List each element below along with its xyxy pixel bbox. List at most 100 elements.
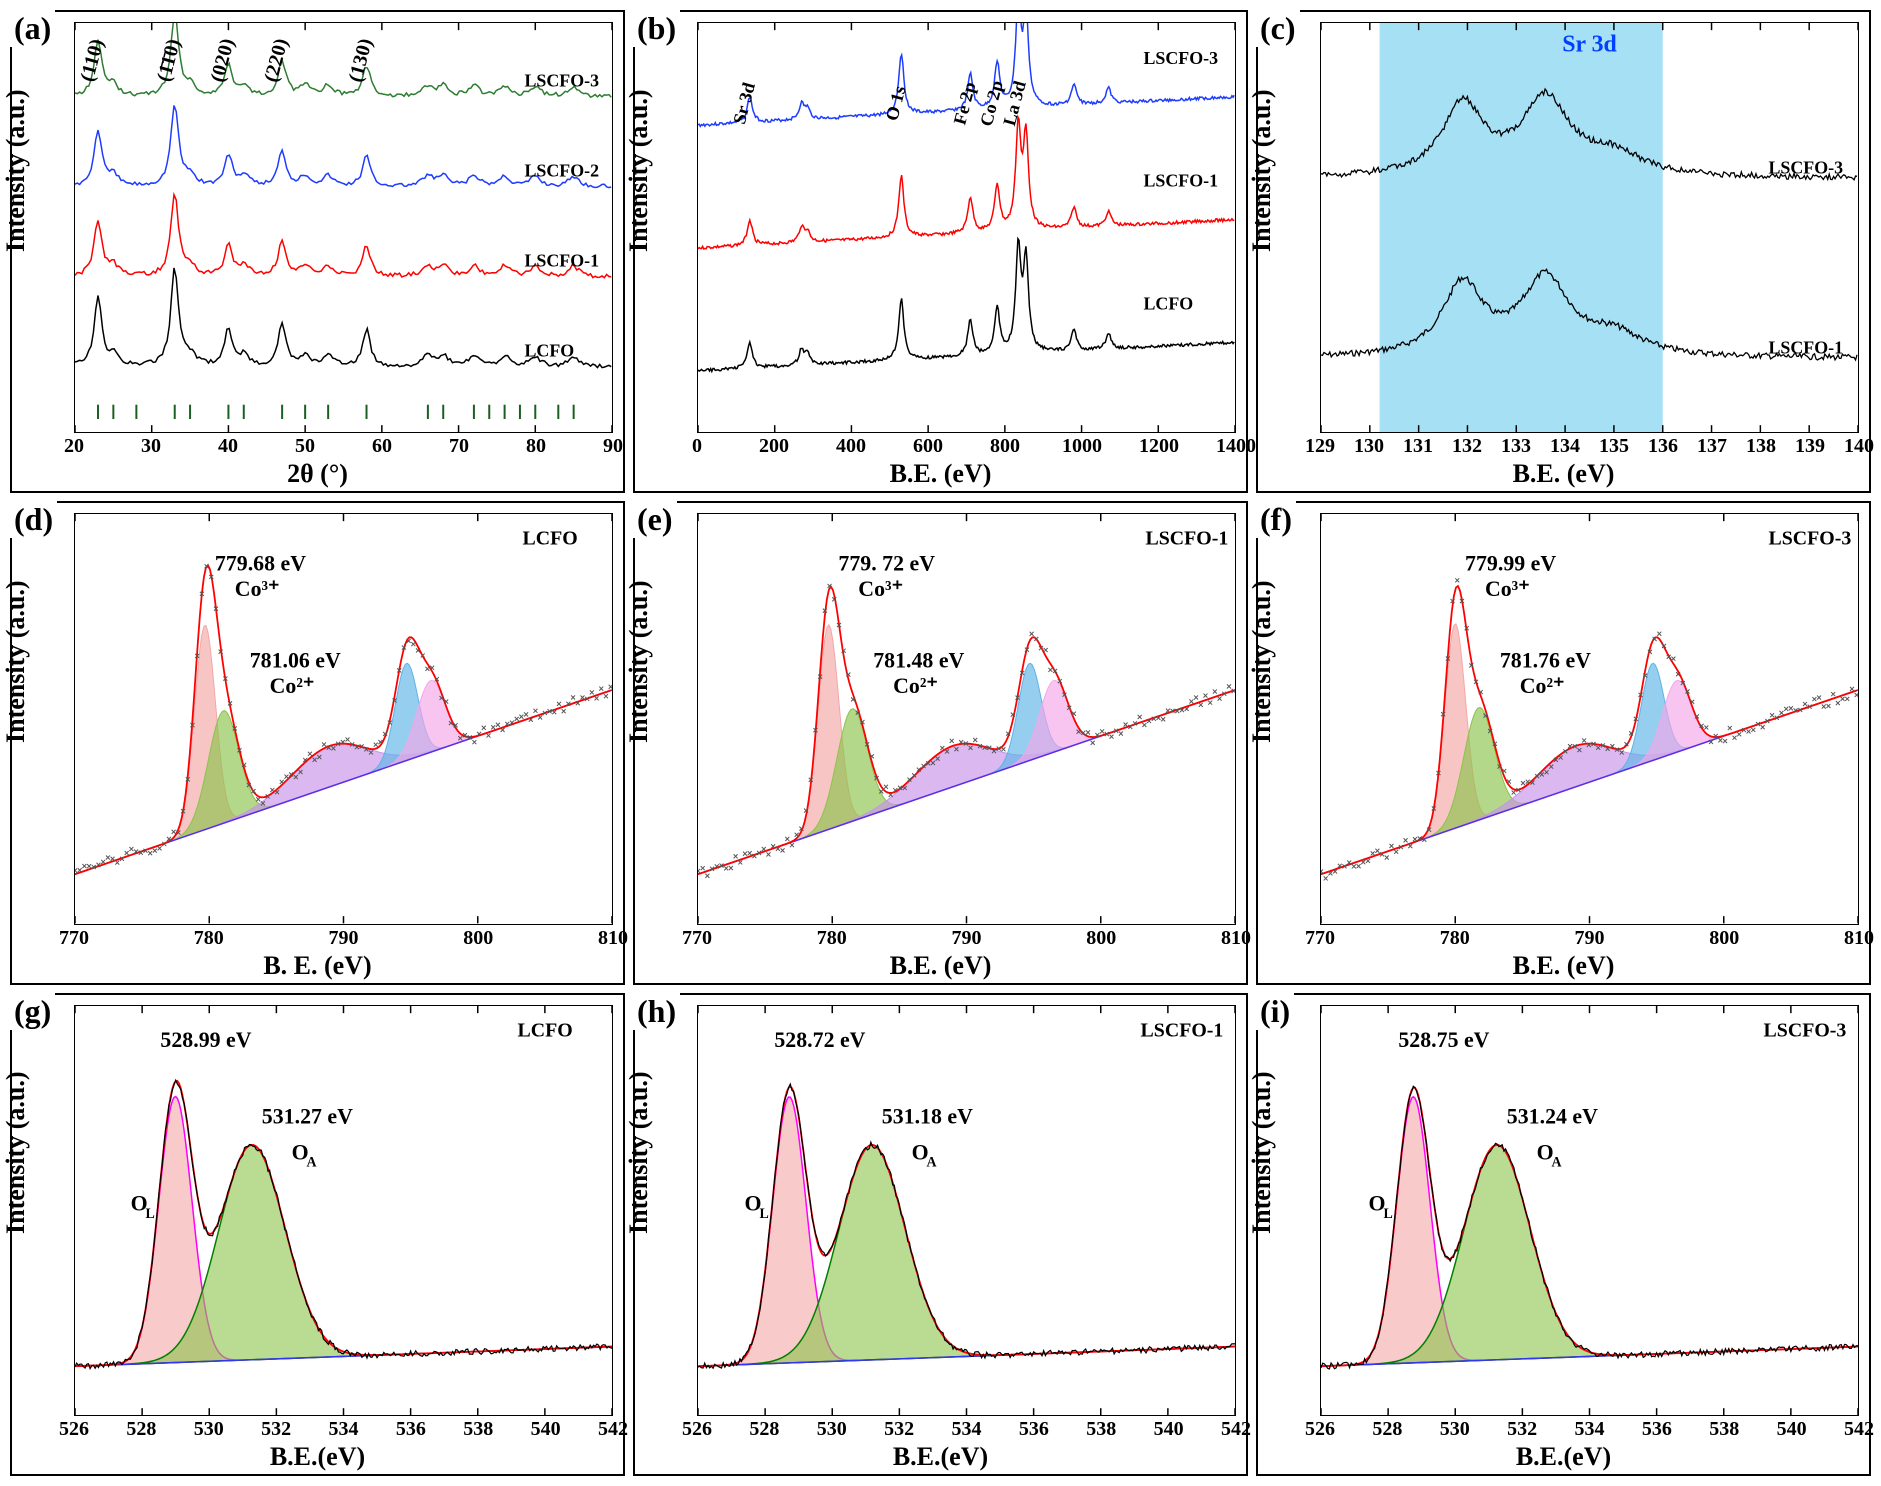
ylabel-h: Intensity (a.u.) (624, 1072, 654, 1235)
plot-d: 779.68 eVCo³⁺ 781.06 eVCo²⁺ LCFO (74, 513, 613, 924)
svg-text:LSCFO-3: LSCFO-3 (1144, 48, 1219, 68)
xticks-f: 770780790800810 (1320, 927, 1859, 949)
svg-text:A: A (307, 1154, 318, 1170)
xlabel-h: B.E.(eV) (893, 1442, 988, 1472)
svg-text:L: L (1383, 1205, 1392, 1221)
svg-text:LCFO: LCFO (523, 528, 578, 550)
svg-text:Co²⁺: Co²⁺ (270, 673, 315, 698)
xticks-h: 526528530532534536538540542 (697, 1418, 1236, 1440)
svg-text:LSCFO-3: LSCFO-3 (1769, 157, 1844, 177)
xticks-i: 526528530532534536538540542 (1320, 1418, 1859, 1440)
panel-a: (a) Intensity (a.u.) 2θ (°) LSCFO-3LSCFO… (10, 10, 625, 493)
svg-text:Co²⁺: Co²⁺ (893, 673, 938, 698)
plot-e: 779. 72 eVCo³⁺ 781.48 eVCo²⁺ LSCFO-1 (697, 513, 1236, 924)
panel-c: (c) Intensity (a.u.) B.E. (eV) Sr 3dLSCF… (1256, 10, 1871, 493)
panel-b: (b) Intensity (a.u.) B.E. (eV) LSCFO-3LS… (633, 10, 1248, 493)
plot-f: 779.99 eVCo³⁺781.76 eVCo²⁺LSCFO-3 (1320, 513, 1859, 924)
svg-text:LSCFO-3: LSCFO-3 (524, 70, 599, 90)
panel-g: (g) Intensity (a.u.) B.E.(eV) 528.99 eVO… (10, 993, 625, 1476)
xticks-b: 0200400600800100012001400 (697, 435, 1236, 457)
svg-text:LSCFO-1: LSCFO-1 (1146, 528, 1229, 550)
svg-text:Sr 3d: Sr 3d (1562, 30, 1617, 57)
svg-text:LCFO: LCFO (518, 1019, 573, 1041)
panel-letter-h: (h) (633, 993, 680, 1030)
xticks-a: 2030405060708090 (74, 435, 613, 457)
svg-text:528.99 eV: 528.99 eV (160, 1026, 251, 1051)
svg-text:LSCFO-2: LSCFO-2 (524, 160, 599, 180)
plot-h: 528.72 eVOL531.18 eVOALSCFO-1 (697, 1005, 1236, 1416)
svg-text:A: A (1552, 1154, 1563, 1170)
ylabel-c: Intensity (a.u.) (1247, 89, 1277, 252)
xlabel-b: B.E. (eV) (890, 459, 992, 489)
xticks-d: 770780790800810 (74, 927, 613, 949)
plot-b: LSCFO-3LSCFO-1LCFOSr 3dO 1sFe 2pCo 2pLa … (697, 22, 1236, 433)
panel-letter-g: (g) (10, 993, 55, 1030)
svg-text:531.18 eV: 531.18 eV (882, 1103, 973, 1128)
ylabel-a: Intensity (a.u.) (1, 89, 31, 252)
svg-text:LCFO: LCFO (524, 340, 574, 360)
svg-text:779.68 eV: 779.68 eV (215, 550, 306, 575)
panel-letter-c: (c) (1256, 10, 1300, 47)
svg-text:LSCFO-1: LSCFO-1 (1144, 171, 1219, 191)
svg-text:(110): (110) (76, 37, 108, 84)
panel-e: (e) Intensity (a.u.) B.E. (eV) 779. 72 e… (633, 501, 1248, 984)
xlabel-c: B.E. (eV) (1513, 459, 1615, 489)
panel-d: (d) Intensity (a.u.) B. E. (eV) 779.68 e… (10, 501, 625, 984)
svg-text:Co³⁺: Co³⁺ (235, 576, 280, 601)
panel-f: (f) Intensity (a.u.) B.E. (eV) 779.99 eV… (1256, 501, 1871, 984)
panel-letter-b: (b) (633, 10, 680, 47)
svg-text:LSCFO-3: LSCFO-3 (1764, 1019, 1847, 1041)
xlabel-a: 2θ (°) (287, 459, 348, 489)
svg-text:LSCFO-1: LSCFO-1 (1769, 337, 1844, 357)
svg-text:Sr 3d: Sr 3d (729, 80, 759, 126)
svg-text:(020): (020) (207, 36, 239, 85)
xlabel-g: B.E.(eV) (270, 1442, 365, 1472)
svg-text:528.75 eV: 528.75 eV (1398, 1026, 1489, 1051)
svg-text:Co²⁺: Co²⁺ (1520, 673, 1565, 698)
svg-text:A: A (927, 1154, 938, 1170)
svg-text:(1̄1̄0): (1̄1̄0) (153, 37, 185, 84)
panel-letter-d: (d) (10, 501, 57, 538)
ylabel-f: Intensity (a.u.) (1247, 580, 1277, 743)
svg-text:779. 72 eV: 779. 72 eV (838, 550, 935, 575)
svg-text:Co³⁺: Co³⁺ (1485, 576, 1530, 601)
plot-i: 528.75 eVOL531.24 eVOALSCFO-3 (1320, 1005, 1859, 1416)
xticks-c: 129130131132133134135136137138139140 (1320, 435, 1859, 457)
plot-g: 528.99 eVOL531.27 eVOALCFO (74, 1005, 613, 1416)
svg-text:531.24 eV: 531.24 eV (1507, 1103, 1598, 1128)
svg-text:781.06 eV: 781.06 eV (250, 648, 341, 673)
xticks-g: 526528530532534536538540542 (74, 1418, 613, 1440)
panel-letter-e: (e) (633, 501, 677, 538)
ylabel-g: Intensity (a.u.) (1, 1072, 31, 1235)
panel-letter-a: (a) (10, 10, 55, 47)
figure-grid: (a) Intensity (a.u.) 2θ (°) LSCFO-3LSCFO… (10, 10, 1871, 1476)
svg-text:Fe 2p: Fe 2p (950, 80, 980, 127)
xticks-e: 770780790800810 (697, 927, 1236, 949)
svg-text:(130): (130) (345, 36, 377, 85)
svg-text:LSCFO-3: LSCFO-3 (1769, 528, 1852, 550)
panel-h: (h) Intensity (a.u.) B.E.(eV) 528.72 eVO… (633, 993, 1248, 1476)
panel-letter-f: (f) (1256, 501, 1296, 538)
svg-text:779.99 eV: 779.99 eV (1465, 550, 1556, 575)
svg-text:L: L (759, 1205, 768, 1221)
plot-a: LSCFO-3 LSCFO-2 LSCFO-1 LCFO (110) (1̄1̄0) (02… (74, 22, 613, 433)
svg-text:Co³⁺: Co³⁺ (858, 576, 903, 601)
panel-letter-i: (i) (1256, 993, 1294, 1030)
svg-text:O 1s: O 1s (882, 84, 910, 123)
svg-text:LSCFO-1: LSCFO-1 (524, 250, 599, 270)
ylabel-b: Intensity (a.u.) (624, 89, 654, 252)
ylabel-i: Intensity (a.u.) (1247, 1072, 1277, 1235)
svg-text:781.48 eV: 781.48 eV (873, 648, 964, 673)
svg-text:LCFO: LCFO (1144, 293, 1194, 313)
xlabel-i: B.E.(eV) (1516, 1442, 1611, 1472)
svg-text:L: L (146, 1205, 155, 1221)
xlabel-f: B.E. (eV) (1513, 951, 1615, 981)
svg-text:528.72 eV: 528.72 eV (774, 1026, 865, 1051)
plot-c: Sr 3d LSCFO-3 LSCFO-1 (1320, 22, 1859, 433)
ylabel-d: Intensity (a.u.) (1, 580, 31, 743)
panel-i: (i) Intensity (a.u.) B.E.(eV) 528.75 eVO… (1256, 993, 1871, 1476)
svg-text:LSCFO-1: LSCFO-1 (1141, 1019, 1224, 1041)
ylabel-e: Intensity (a.u.) (624, 580, 654, 743)
xlabel-e: B.E. (eV) (890, 951, 992, 981)
svg-text:531.27 eV: 531.27 eV (262, 1103, 353, 1128)
